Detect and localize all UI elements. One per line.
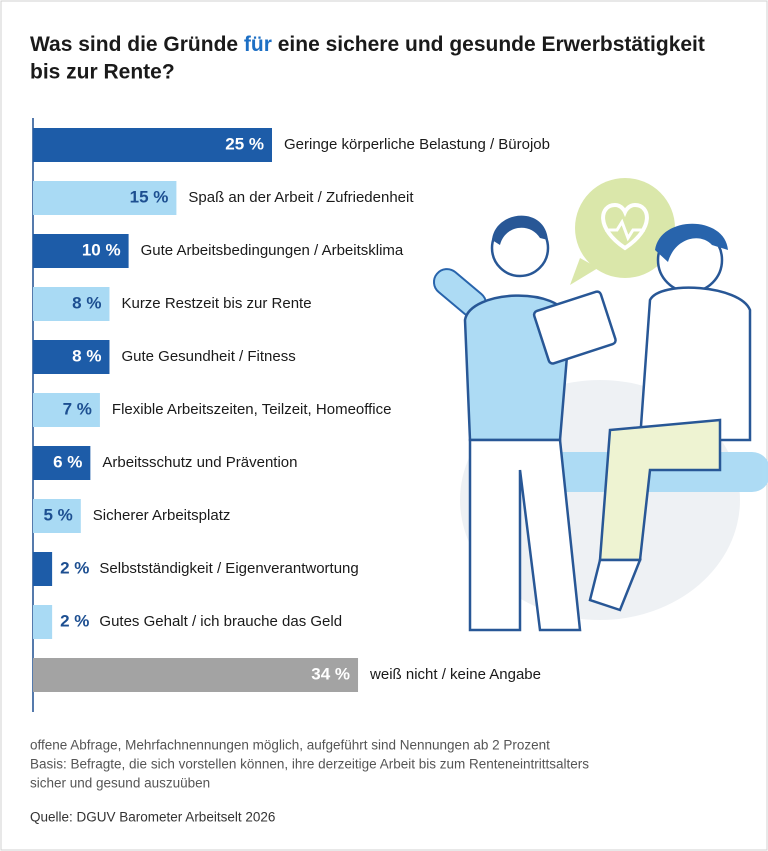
category-label: Sicherer Arbeitsplatz xyxy=(93,507,231,524)
bar xyxy=(33,499,81,533)
category-label: Selbstständigkeit / Eigenverantwortung xyxy=(99,560,358,577)
note: offene Abfrage, Mehrfachnennungen möglic… xyxy=(30,738,550,753)
title-part: Was sind die Gründe xyxy=(30,33,244,56)
value-label: 6 % xyxy=(53,452,82,471)
bar xyxy=(33,181,177,215)
category-label: Geringe körperliche Belastung / Bürojob xyxy=(284,136,550,153)
bar xyxy=(33,552,53,586)
bar xyxy=(33,658,359,692)
bar xyxy=(33,446,91,480)
value-label: 10 % xyxy=(82,240,121,259)
value-label: 25 % xyxy=(225,134,264,153)
category-label: Arbeitsschutz und Prävention xyxy=(102,454,297,471)
bar xyxy=(33,234,129,268)
category-label: Gute Arbeitsbedingungen / Arbeitsklima xyxy=(141,242,404,259)
value-label: 2 % xyxy=(60,611,89,630)
category-label: Flexible Arbeitszeiten, Teilzeit, Homeof… xyxy=(112,401,392,418)
bar xyxy=(33,605,53,639)
value-label: 15 % xyxy=(130,187,169,206)
value-label: 2 % xyxy=(60,558,89,577)
category-label: Kurze Restzeit bis zur Rente xyxy=(121,295,311,312)
note: sicher und gesund auszuüben xyxy=(30,776,210,791)
title-highlight: für xyxy=(244,33,272,56)
category-label: Spaß an der Arbeit / Zufriedenheit xyxy=(188,189,414,206)
category-label: Gute Gesundheit / Fitness xyxy=(121,348,295,365)
chart-title: Was sind die Gründe für eine sichere und… xyxy=(30,33,705,56)
bar xyxy=(33,393,100,427)
category-label: weiß nicht / keine Angabe xyxy=(369,666,541,683)
bar xyxy=(33,340,110,374)
note: Basis: Befragte, die sich vorstellen kön… xyxy=(30,757,589,772)
value-label: 7 % xyxy=(63,399,92,418)
source: Quelle: DGUV Barometer Arbeitselt 2026 xyxy=(30,810,275,825)
illustration xyxy=(432,178,768,632)
title-part: eine sichere und gesunde Erwerbstätigkei… xyxy=(272,33,705,56)
chart-title: bis zur Rente? xyxy=(30,61,175,84)
value-label: 8 % xyxy=(72,346,101,365)
bar xyxy=(33,128,272,162)
value-label: 5 % xyxy=(44,505,73,524)
value-label: 8 % xyxy=(72,293,101,312)
bar xyxy=(33,287,110,321)
value-label: 34 % xyxy=(311,664,350,683)
category-label: Gutes Gehalt / ich brauche das Geld xyxy=(99,613,342,630)
